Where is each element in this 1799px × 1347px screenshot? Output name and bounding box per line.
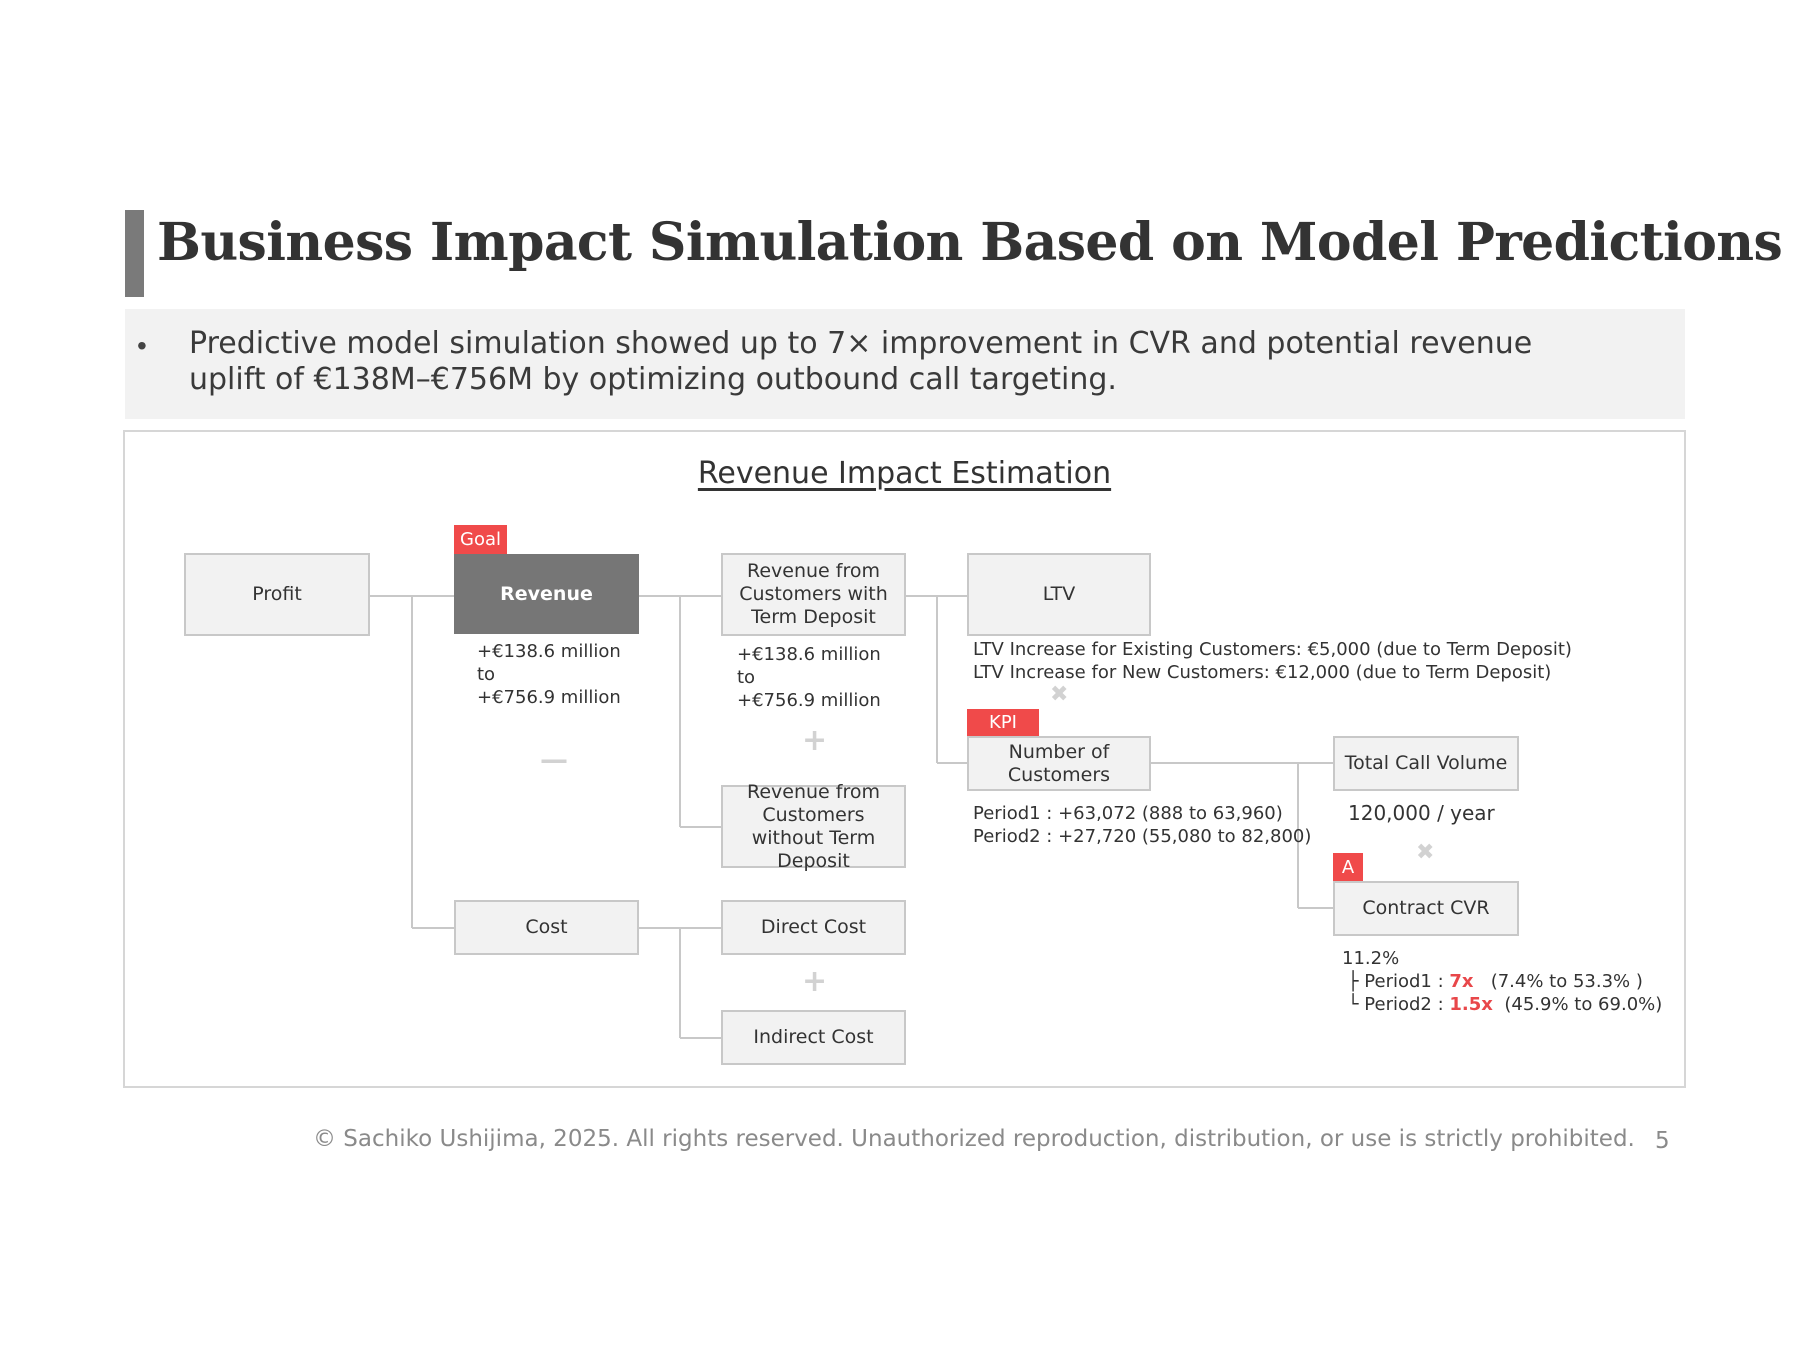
- times-icon: ✖: [1416, 840, 1435, 865]
- call-volume-note: 120,000 / year: [1348, 801, 1495, 825]
- diagram-panel: [123, 430, 1686, 1088]
- bullet-icon: •: [137, 330, 147, 361]
- revenue-impact-line3: +€756.9 million: [477, 687, 621, 708]
- summary-text: Predictive model simulation showed up to…: [189, 326, 1533, 397]
- cvr-note: 11.2% ├ Period1 : 7x (7.4% to 53.3% ) └ …: [1342, 947, 1662, 1016]
- cvr-period1: ├ Period1 : 7x (7.4% to 53.3% ): [1347, 971, 1643, 992]
- cvr-period2-multiplier: 1.5x: [1449, 994, 1493, 1015]
- profit-node: Profit: [184, 553, 370, 636]
- copyright-footer: © Sachiko Ushijima, 2025. All rights res…: [313, 1126, 1635, 1152]
- kpi-tag: KPI: [967, 709, 1039, 736]
- ltv-note: LTV Increase for Existing Customers: €5,…: [973, 638, 1572, 684]
- revenue-with-deposit-note: +€138.6 million to +€756.9 million: [737, 643, 881, 712]
- minus-icon: —: [540, 743, 568, 776]
- rev-with-deposit-line2: to: [737, 667, 756, 688]
- rev-with-deposit-line1: +€138.6 million: [737, 644, 881, 665]
- plus-icon: +: [802, 964, 828, 999]
- times-icon: ✖: [1050, 682, 1069, 707]
- title-accent-bar: [125, 210, 144, 297]
- ltv-node: LTV: [967, 553, 1151, 636]
- contract-cvr-node: Contract CVR: [1333, 881, 1519, 936]
- cvr-base: 11.2%: [1342, 948, 1400, 969]
- summary-box: [125, 309, 1685, 419]
- customers-period2: Period2 : +27,720 (55,080 to 82,800): [973, 826, 1312, 847]
- number-of-customers-node: Number of Customers: [967, 736, 1151, 791]
- revenue-impact-line1: +€138.6 million: [477, 641, 621, 662]
- diagram-title: Revenue Impact Estimation: [697, 456, 1112, 491]
- cvr-period1-multiplier: 7x: [1449, 971, 1474, 992]
- a-tag: A: [1333, 853, 1363, 881]
- rev-with-deposit-line3: +€756.9 million: [737, 690, 881, 711]
- customers-note: Period1 : +63,072 (888 to 63,960) Period…: [973, 802, 1311, 848]
- revenue-without-deposit-node: Revenue from Customers without Term Depo…: [721, 781, 906, 872]
- revenue-impact-line2: to: [477, 664, 496, 685]
- indirect-cost-node: Indirect Cost: [721, 1010, 906, 1065]
- total-call-volume-node: Total Call Volume: [1333, 736, 1519, 791]
- page-number: 5: [1655, 1128, 1670, 1154]
- plus-icon: +: [802, 723, 828, 758]
- revenue-impact-note: +€138.6 million to +€756.9 million: [477, 640, 621, 709]
- direct-cost-node: Direct Cost: [721, 900, 906, 955]
- revenue-node: Revenue: [454, 554, 639, 634]
- cvr-period2: └ Period2 : 1.5x (45.9% to 69.0%): [1347, 994, 1663, 1015]
- page-title: Business Impact Simulation Based on Mode…: [157, 212, 1783, 273]
- revenue-with-deposit-node: Revenue from Customers with Term Deposit: [721, 553, 906, 636]
- goal-tag: Goal: [454, 525, 507, 554]
- cost-node: Cost: [454, 900, 639, 955]
- ltv-new-customers: LTV Increase for New Customers: €12,000 …: [973, 662, 1552, 683]
- ltv-existing-customers: LTV Increase for Existing Customers: €5,…: [973, 639, 1572, 660]
- customers-period1: Period1 : +63,072 (888 to 63,960): [973, 803, 1283, 824]
